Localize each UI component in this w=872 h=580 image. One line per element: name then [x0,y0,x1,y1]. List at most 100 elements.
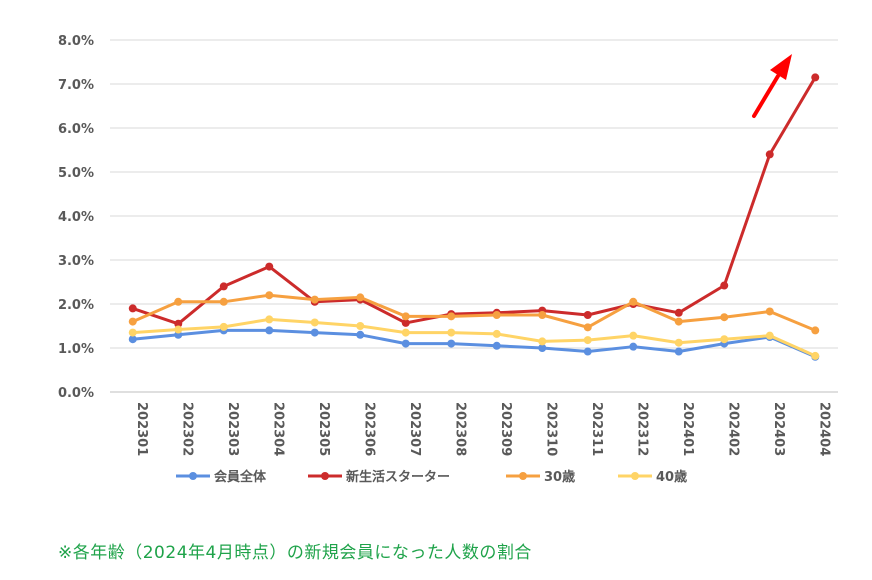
data-point [174,319,183,328]
x-axis-ticks: 202301 202302 202303 202304 202305 202306 2023… [134,402,832,456]
data-point [219,297,228,306]
data-point [629,331,638,340]
y-axis-ticks: 0.0% 1.0% 2.0% 3.0% 4.0% 5.0% 6.0% 7.0% 8.0% [58,34,94,401]
data-point [128,317,137,326]
data-point [674,338,683,347]
x-tick-label: 202310 [543,402,558,456]
series-会員全体 [128,326,820,361]
y-tick-label: 1.0% [58,342,94,357]
line-chart: 0.0% 1.0% 2.0% 3.0% 4.0% 5.0% 6.0% 7.0% 8.0% 202… [58,34,838,485]
y-tick-label: 6.0% [58,122,94,137]
data-point [674,317,683,326]
data-point [401,339,410,348]
data-point [765,307,774,316]
legend-item: 40歳 [618,469,687,485]
x-tick-label: 202312 [634,402,649,456]
x-tick-label: 202403 [771,402,786,456]
data-point [492,341,501,350]
x-tick-label: 202308 [452,402,467,456]
data-point [811,73,820,82]
arrow-head [770,54,792,80]
data-point [583,336,592,345]
series-line [132,317,816,358]
data-point [447,328,456,337]
data-point [128,335,137,344]
data-point [583,323,592,332]
data-point [310,328,319,337]
data-point [265,262,274,271]
x-tick-label: 202302 [179,402,194,456]
data-point [265,326,274,335]
legend-label: 新生活スターター [346,469,450,485]
x-tick-label: 202306 [361,402,376,456]
y-tick-label: 5.0% [58,166,94,181]
legend-item: 30歳 [506,469,575,485]
y-tick-label: 8.0% [58,34,94,49]
data-point [265,315,274,324]
trend-arrow-icon [752,54,792,118]
data-point [265,291,274,300]
y-tick-label: 7.0% [58,78,94,93]
data-point [674,347,683,356]
legend-item: 新生活スターター [308,469,450,485]
x-tick-label: 202401 [680,402,695,456]
x-tick-label: 202307 [407,402,422,456]
gridlines [110,39,838,393]
series-line [132,293,816,332]
x-tick-label: 202402 [725,402,740,456]
data-point [720,313,729,322]
data-point [310,318,319,327]
data-point [629,297,638,306]
y-tick-label: 3.0% [58,254,94,269]
data-point [356,330,365,339]
x-tick-label: 202303 [225,402,240,456]
data-point [219,322,228,331]
legend-label: 40歳 [656,469,687,485]
data-point [401,318,410,327]
legend-marker [631,472,639,480]
data-point [219,282,228,291]
data-point [356,293,365,302]
data-point [356,322,365,330]
data-point [720,281,729,290]
y-tick-label: 0.0% [58,386,94,401]
data-point [174,297,183,306]
legend: 会員全体 新生活スターター 30歳 40歳 [176,469,687,485]
series-line [132,328,816,359]
x-tick-label: 202305 [316,402,331,456]
data-point [538,311,547,319]
y-tick-label: 2.0% [58,298,94,313]
legend-marker [321,472,329,480]
series-40歳 [128,315,820,360]
data-point [492,329,501,338]
data-point [401,312,410,321]
data-point [629,342,638,351]
legend-item: 会員全体 [176,469,267,485]
x-tick-label: 202304 [270,402,285,456]
data-point [811,326,820,335]
arrow-shaft [752,74,780,118]
data-point [128,328,137,337]
series-lines [128,73,820,361]
data-point [401,328,410,337]
data-point [583,347,592,356]
y-tick-label: 4.0% [58,210,94,225]
series-30歳 [128,291,820,335]
series-新生活スターター [128,73,820,328]
x-tick-label: 202301 [134,402,149,456]
data-point [720,335,729,344]
data-point [538,344,547,352]
legend-label: 30歳 [544,469,575,485]
data-point [447,339,456,348]
legend-marker [189,472,197,480]
data-point [492,311,501,319]
series-line [132,76,817,326]
data-point [674,308,683,317]
footnote: ※各年齢（2024年4月時点）の新規会員になった人数の割合 [58,543,532,563]
data-point [583,311,592,319]
x-tick-label: 202404 [816,402,831,456]
data-point [538,337,547,346]
data-point [765,150,774,159]
data-point [128,304,137,313]
x-tick-label: 202309 [498,402,513,456]
